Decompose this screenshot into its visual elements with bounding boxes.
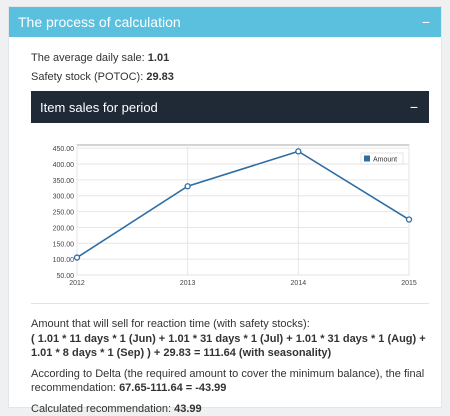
y-tick-label: 200.00: [53, 225, 75, 232]
x-tick-label: 2013: [180, 280, 196, 287]
calculated-label: Calculated recommendation:: [31, 403, 172, 415]
safety-stock-value: 29.83: [146, 71, 174, 83]
average-daily-sale-value: 1.01: [147, 52, 170, 64]
y-tick-label: 450.00: [53, 146, 75, 153]
average-daily-sale: The average daily sale: 1.01: [31, 51, 169, 65]
legend-label: Amount: [373, 157, 397, 164]
x-tick-label: 2014: [291, 280, 307, 287]
safety-stock-label: Safety stock (POTOC):: [31, 71, 144, 83]
collapse-icon[interactable]: −: [421, 14, 430, 30]
y-tick-label: 300.00: [53, 194, 75, 201]
x-tick-label: 2015: [401, 280, 417, 287]
calculation-panel: The process of calculation − The average…: [8, 6, 442, 415]
y-tick-label: 350.00: [53, 178, 75, 185]
data-point: [73, 254, 81, 261]
y-tick-label: 250.00: [53, 210, 75, 217]
data-point: [405, 216, 413, 223]
item-sales-panel-header[interactable]: Item sales for period −: [31, 91, 429, 123]
sales-line-chart: 450.00 400.00 350.00 300.00 250.00 200.00 150.…: [53, 144, 417, 287]
divider: [31, 303, 429, 304]
y-tick-label: 150.00: [53, 241, 75, 248]
delta-recommendation: According to Delta (the required amount …: [31, 367, 431, 395]
safety-stock: Safety stock (POTOC): 29.83: [31, 70, 174, 84]
legend-swatch: [364, 155, 370, 162]
item-sales-title: Item sales for period: [40, 100, 158, 115]
y-tick-label: 100.00: [53, 257, 75, 264]
calculated-recommendation: Calculated recommendation: 43.99: [31, 402, 431, 416]
calculation-details: Amount that will sell for reaction time …: [31, 317, 431, 416]
plot-area: [76, 144, 410, 276]
y-tick-label: 50.00: [56, 273, 74, 280]
data-point: [295, 148, 302, 155]
calculation-panel-header[interactable]: The process of calculation −: [9, 7, 441, 37]
data-point: [184, 183, 191, 190]
x-tick-label: 2012: [69, 280, 85, 287]
series-line: [76, 150, 410, 259]
panel-title: The process of calculation: [18, 14, 181, 30]
delta-label: According to Delta (the required amount …: [31, 368, 425, 394]
reaction-time-formula: ( 1.01 * 11 days * 1 (Jun) + 1.01 * 31 d…: [31, 333, 426, 359]
legend-box: [360, 152, 404, 165]
average-daily-sale-label: The average daily sale:: [31, 52, 145, 64]
delta-value: 67.65-111.64 = -43.99: [119, 382, 227, 394]
calculated-value: 43.99: [174, 403, 202, 415]
y-tick-label: 400.00: [53, 162, 75, 169]
reaction-time-label: Amount that will sell for reaction time …: [31, 318, 310, 330]
collapse-icon[interactable]: −: [409, 99, 418, 115]
